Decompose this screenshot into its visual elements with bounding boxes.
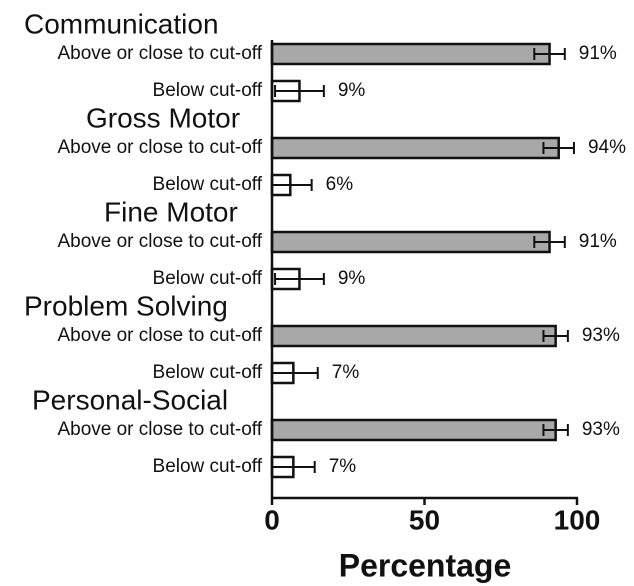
category-label: Below cut-off: [153, 362, 263, 383]
x-axis-label: Percentage: [339, 547, 512, 583]
bar: [270, 418, 557, 442]
group-title: Fine Motor: [104, 196, 238, 227]
value-label: 91%: [579, 43, 617, 64]
value-label: 6%: [326, 174, 354, 195]
category-label: Above or close to cut-off: [57, 43, 262, 64]
x-tick-label: 0: [264, 504, 280, 535]
category-label: Above or close to cut-off: [57, 137, 262, 158]
category-label: Below cut-off: [153, 268, 263, 289]
bar: [270, 42, 551, 66]
value-label: 93%: [582, 325, 620, 346]
value-label: 7%: [332, 362, 360, 383]
category-label: Above or close to cut-off: [57, 419, 262, 440]
bar: [270, 324, 557, 348]
x-tick-label: 50: [409, 504, 440, 535]
category-label: Below cut-off: [153, 80, 263, 101]
category-label: Above or close to cut-off: [57, 231, 262, 252]
value-label: 91%: [579, 231, 617, 252]
value-label: 93%: [582, 419, 620, 440]
value-label: 9%: [338, 268, 366, 289]
category-label: Below cut-off: [153, 174, 263, 195]
group-title: Personal-Social: [32, 384, 228, 415]
value-label: 94%: [588, 137, 626, 158]
bar: [270, 136, 560, 160]
group-title: Communication: [24, 8, 219, 39]
category-label: Above or close to cut-off: [57, 325, 262, 346]
value-label: 7%: [329, 456, 357, 477]
category-label: Below cut-off: [153, 456, 263, 477]
bar: [270, 230, 551, 254]
value-label: 9%: [338, 80, 366, 101]
x-tick-label: 100: [554, 504, 601, 535]
group-title: Problem Solving: [24, 290, 228, 321]
group-title: Gross Motor: [86, 102, 240, 133]
